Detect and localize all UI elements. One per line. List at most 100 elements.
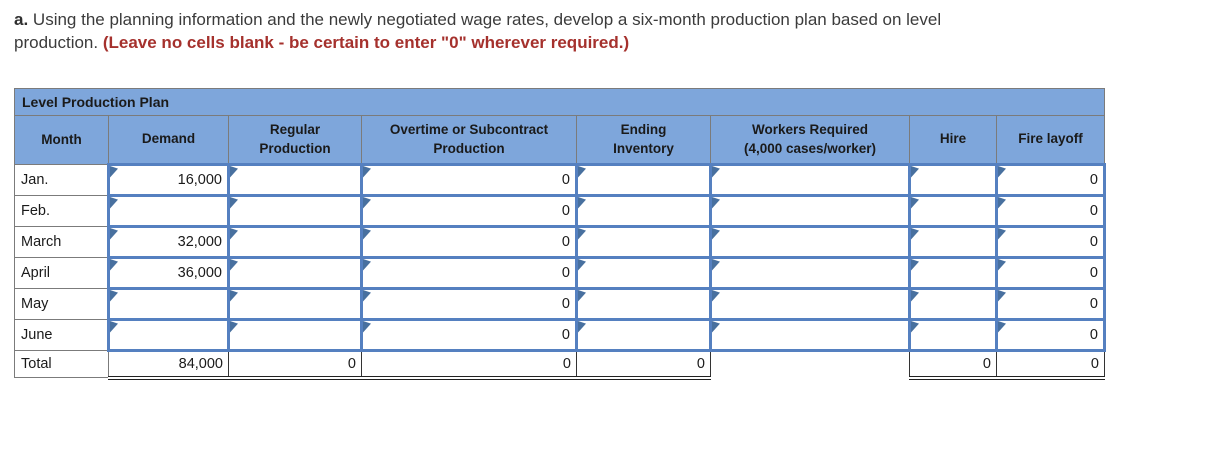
answer-marker-icon (712, 166, 720, 178)
fire-layoff-input-cell[interactable]: 0 (995, 194, 1106, 228)
question-body: Using the planning information and the n… (14, 10, 942, 52)
cell-value: 0 (561, 234, 570, 250)
fire-layoff-input-cell[interactable]: 0 (995, 287, 1106, 321)
answer-marker-icon (998, 290, 1006, 302)
answer-marker-icon (363, 259, 371, 271)
hire-input-cell[interactable] (908, 163, 998, 197)
col-header-fire-layoff: Fire layoff (996, 115, 1105, 165)
total-fire-layoff-cell: 0 (996, 350, 1105, 380)
overtime-subcontract-input-cell[interactable]: 0 (360, 256, 578, 290)
answer-marker-icon (911, 290, 919, 302)
regular-production-input-cell[interactable] (227, 318, 363, 352)
ending-inventory-input-cell[interactable] (575, 163, 712, 197)
answer-marker-icon (578, 259, 586, 271)
answer-marker-icon (911, 228, 919, 240)
overtime-subcontract-input-cell[interactable]: 0 (360, 194, 578, 228)
answer-marker-icon (110, 228, 118, 240)
fire-layoff-input-cell[interactable]: 0 (995, 163, 1106, 197)
answer-marker-icon (110, 259, 118, 271)
regular-production-input-cell[interactable] (227, 256, 363, 290)
overtime-subcontract-input-cell[interactable]: 0 (360, 225, 578, 259)
workers-required-input-cell[interactable] (709, 287, 911, 321)
workers-required-input-cell[interactable] (709, 318, 911, 352)
col-header-month: Month (14, 115, 109, 165)
level-production-plan-table: Level Production Plan Month Demand Regul… (14, 88, 1106, 380)
answer-marker-icon (578, 197, 586, 209)
col-header-regular-production: Regular Production (228, 115, 362, 165)
ending-inventory-input-cell[interactable] (575, 194, 712, 228)
overtime-subcontract-input-cell[interactable]: 0 (360, 287, 578, 321)
total-row: Total 84,000 0 0 0 0 0 (14, 350, 1105, 380)
demand-input-cell[interactable]: 32,000 (107, 225, 230, 259)
answer-marker-icon (998, 197, 1006, 209)
month-label-cell: Jan. (14, 164, 109, 196)
answer-marker-icon (911, 321, 919, 333)
workers-required-input-cell[interactable] (709, 163, 911, 197)
total-regular-production-cell: 0 (228, 350, 362, 380)
answer-marker-icon (911, 166, 919, 178)
ending-inventory-input-cell[interactable] (575, 256, 712, 290)
demand-input-cell[interactable] (107, 194, 230, 228)
workers-required-input-cell[interactable] (709, 225, 911, 259)
fire-layoff-input-cell[interactable]: 0 (995, 318, 1106, 352)
hire-input-cell[interactable] (908, 225, 998, 259)
hire-input-cell[interactable] (908, 287, 998, 321)
hire-input-cell[interactable] (908, 318, 998, 352)
month-label-cell: Feb. (14, 195, 109, 227)
demand-input-cell[interactable]: 36,000 (107, 256, 230, 290)
answer-marker-icon (230, 166, 238, 178)
workers-required-input-cell[interactable] (709, 256, 911, 290)
cell-value: 0 (1089, 296, 1098, 312)
answer-marker-icon (712, 197, 720, 209)
regular-production-input-cell[interactable] (227, 225, 363, 259)
fire-layoff-input-cell[interactable]: 0 (995, 256, 1106, 290)
demand-input-cell[interactable]: 16,000 (107, 163, 230, 197)
answer-marker-icon (230, 197, 238, 209)
question-letter: a. (14, 10, 29, 29)
fire-layoff-input-cell[interactable]: 0 (995, 225, 1106, 259)
table-title: Level Production Plan (14, 88, 1105, 116)
overtime-subcontract-input-cell[interactable]: 0 (360, 318, 578, 352)
table-row: June 0 0 (14, 318, 1106, 352)
answer-marker-icon (712, 321, 720, 333)
answer-marker-icon (578, 290, 586, 302)
cell-value: 0 (561, 172, 570, 188)
answer-marker-icon (911, 259, 919, 271)
col-header-workers-required: Workers Required (4,000 cases/worker) (710, 115, 910, 165)
col-header-overtime-subcontract: Overtime or Subcontract Production (361, 115, 577, 165)
regular-production-input-cell[interactable] (227, 194, 363, 228)
cell-value: 0 (1089, 265, 1098, 281)
col-header-demand: Demand (108, 115, 229, 165)
answer-marker-icon (998, 259, 1006, 271)
overtime-subcontract-input-cell[interactable]: 0 (360, 163, 578, 197)
regular-production-input-cell[interactable] (227, 287, 363, 321)
hire-input-cell[interactable] (908, 256, 998, 290)
total-demand-cell: 84,000 (108, 350, 229, 380)
hire-input-cell[interactable] (908, 194, 998, 228)
ending-inventory-input-cell[interactable] (575, 287, 712, 321)
demand-input-cell[interactable] (107, 287, 230, 321)
ending-inventory-input-cell[interactable] (575, 318, 712, 352)
month-label-cell: June (14, 319, 109, 351)
table-total-section: Total 84,000 0 0 0 0 0 (14, 350, 1105, 380)
answer-marker-icon (998, 166, 1006, 178)
answer-marker-icon (110, 290, 118, 302)
answer-marker-icon (998, 321, 1006, 333)
answer-marker-icon (578, 166, 586, 178)
ending-inventory-input-cell[interactable] (575, 225, 712, 259)
answer-marker-icon (363, 321, 371, 333)
total-hire-cell: 0 (909, 350, 997, 380)
answer-marker-icon (578, 228, 586, 240)
answer-marker-icon (110, 321, 118, 333)
regular-production-input-cell[interactable] (227, 163, 363, 197)
cell-value: 0 (561, 327, 570, 343)
table-title-row: Level Production Plan (14, 88, 1105, 116)
answer-marker-icon (230, 228, 238, 240)
demand-input-cell[interactable] (107, 318, 230, 352)
cell-value: 32,000 (177, 234, 222, 250)
cell-value: 0 (1089, 234, 1098, 250)
workers-required-input-cell[interactable] (709, 194, 911, 228)
answer-marker-icon (110, 197, 118, 209)
cell-value: 0 (561, 265, 570, 281)
answer-marker-icon (363, 197, 371, 209)
